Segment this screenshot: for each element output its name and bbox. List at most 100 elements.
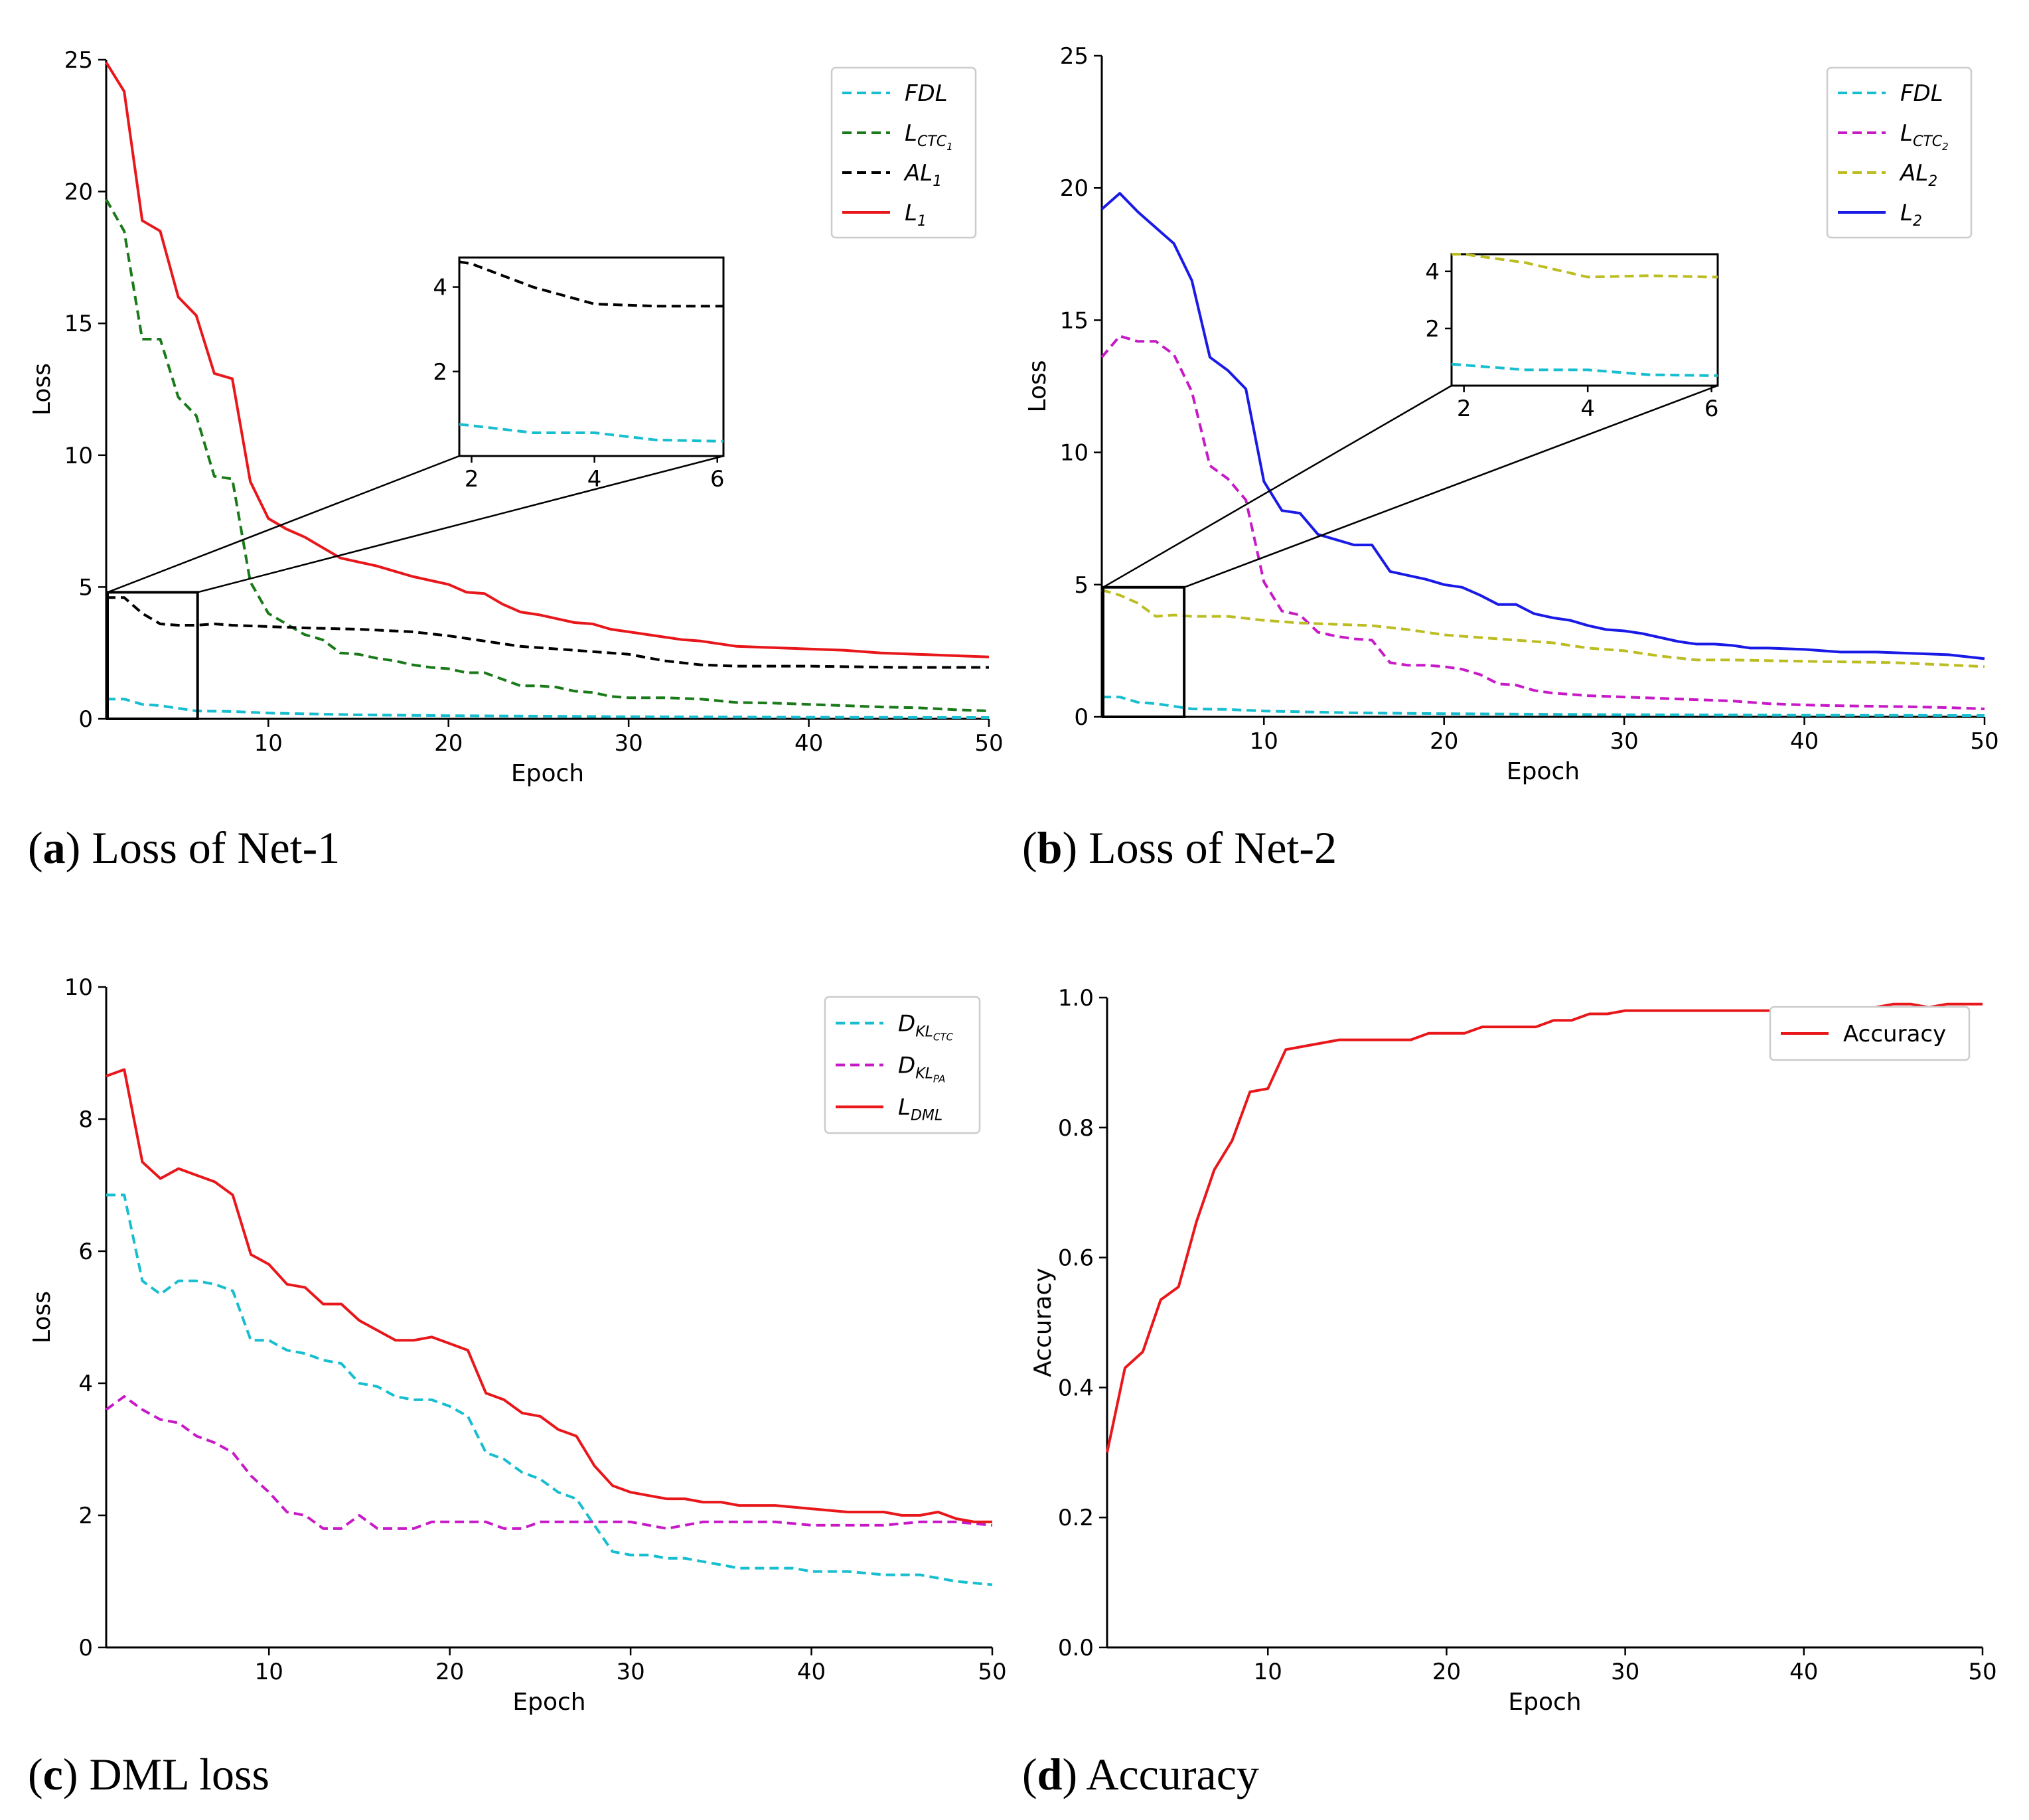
- caption-d: (d) Accuracy: [1022, 1749, 1259, 1799]
- series-line-l-ctc1: [105, 198, 990, 713]
- zoom-connector: [107, 455, 460, 593]
- series-line-fdl: [106, 698, 990, 719]
- panel-d-accuracy: 0.0 0.2 0.4 0.6 0.8 1.0 10 20 30 40 50 Epoch Accurac…: [1029, 985, 1997, 1716]
- y-tick-label: 10: [64, 443, 93, 469]
- legend-box: [1826, 66, 1973, 239]
- y-tick-label: 10: [64, 974, 93, 1001]
- legend-box: [830, 66, 977, 239]
- y-tick-label: 20: [64, 179, 93, 206]
- zoom-connector: [197, 455, 724, 593]
- x-tick-label: 30: [615, 730, 643, 757]
- legend: FDL LCTC2 AL2 L2: [1826, 66, 1973, 239]
- inset-x-tick-label: 6: [1704, 396, 1719, 422]
- y-axis-label: Loss: [29, 363, 56, 416]
- y-tick-label: 8: [78, 1106, 93, 1133]
- x-axis-label: Epoch: [1508, 1689, 1581, 1716]
- series-line-l-dml: [106, 1068, 992, 1523]
- inset-y-tick-label: 2: [433, 359, 447, 386]
- x-axis-label: Epoch: [1507, 758, 1580, 785]
- inset-x-tick-label: 2: [1457, 396, 1471, 422]
- y-tick-label: 20: [1060, 175, 1089, 202]
- x-tick-label: 10: [1254, 1659, 1282, 1685]
- legend-label: AL2: [1899, 160, 1937, 190]
- x-tick-label: 20: [434, 730, 463, 757]
- series-line-accuracy: [1106, 1002, 1983, 1453]
- legend-label: L2: [1900, 200, 1922, 230]
- y-tick-label: 0: [1074, 704, 1089, 731]
- x-tick-label: 10: [254, 730, 283, 757]
- y-tick-label: 0.2: [1058, 1505, 1094, 1531]
- inset-x-tick-label: 6: [710, 466, 725, 493]
- series-line-al-2: [1101, 588, 1985, 668]
- y-tick-label: 25: [1060, 43, 1089, 70]
- series-line-l-2: [1100, 192, 1985, 660]
- series-line-l-1: [105, 61, 990, 658]
- inset-x-tick-label: 2: [465, 466, 479, 493]
- series-line-d-kl-pa: [105, 1395, 993, 1530]
- panel-b-loss-net2: 0 5 10 15 20 25 10 20 30 40 50 Epoch Loss 2 4 6 2 4 FDL LCT…: [1024, 43, 1999, 785]
- x-tick-label: 30: [616, 1659, 644, 1685]
- zoom-connector: [1183, 384, 1718, 588]
- y-tick-label: 0.4: [1058, 1375, 1094, 1401]
- legend-label: AL1: [903, 160, 942, 190]
- inset-series-al-1: [459, 260, 723, 308]
- x-tick-label: 40: [794, 730, 823, 757]
- x-tick-label: 30: [1610, 728, 1639, 755]
- series-line-l-ctc2: [1100, 335, 1985, 710]
- legend-box: [824, 996, 981, 1134]
- x-tick-label: 50: [1970, 728, 1998, 755]
- y-tick-label: 10: [1060, 440, 1089, 467]
- y-tick-label: 0: [78, 706, 93, 733]
- y-tick-label: 6: [78, 1239, 93, 1265]
- x-axis-label: Epoch: [511, 760, 584, 787]
- y-tick-label: 4: [78, 1371, 93, 1397]
- legend: Accuracy: [1769, 1006, 1971, 1061]
- x-axis-label: Epoch: [512, 1689, 585, 1716]
- legend: FDL LCTC1 AL1 L1: [830, 66, 977, 239]
- inset-series-fdl: [459, 423, 723, 443]
- legend: DKLCTC DKLPA LDML: [824, 996, 981, 1134]
- legend-label: LCTC2: [1900, 120, 1949, 153]
- y-tick-label: 5: [1074, 572, 1089, 599]
- legend-label: LDML: [898, 1095, 942, 1124]
- zoom-source-box: [106, 591, 199, 720]
- legend-label: FDL: [1900, 80, 1943, 107]
- inset-zoom: 2 4 6 2 4: [433, 256, 725, 493]
- y-axis-label: Loss: [1024, 360, 1051, 413]
- legend-label: FDL: [905, 80, 948, 107]
- zoom-source-box: [1102, 585, 1186, 718]
- y-axis-label: Accuracy: [1029, 1268, 1057, 1377]
- y-tick-label: 25: [64, 47, 93, 74]
- series-line-fdl: [1102, 696, 1985, 717]
- inset-y-tick-label: 4: [433, 275, 447, 301]
- y-tick-label: 0.6: [1058, 1245, 1094, 1272]
- legend-label: L1: [905, 200, 927, 230]
- y-tick-label: 2: [78, 1503, 93, 1529]
- x-tick-label: 50: [974, 730, 1003, 757]
- inset-y-tick-label: 2: [1425, 316, 1440, 342]
- y-tick-label: 15: [1060, 307, 1089, 334]
- caption-b: (b) Loss of Net-2: [1022, 822, 1337, 873]
- x-tick-label: 40: [1789, 1659, 1818, 1685]
- inset-x-tick-label: 4: [1580, 396, 1595, 422]
- y-tick-label: 5: [78, 574, 93, 601]
- y-tick-label: 0: [78, 1635, 93, 1661]
- panel-a-loss-net1: 0 5 10 15 20 25 10 20 30 40 50 Epoch Loss 2 4 6 2 4 FDL LCT…: [29, 47, 1004, 787]
- inset-series-fdl: [1451, 362, 1718, 377]
- legend-label: Accuracy: [1843, 1021, 1946, 1047]
- x-tick-label: 40: [1790, 728, 1819, 755]
- inset-y-tick-label: 4: [1425, 259, 1440, 285]
- legend-label: DKLCTC: [898, 1011, 954, 1043]
- y-tick-label: 0.0: [1058, 1635, 1094, 1661]
- x-tick-label: 10: [255, 1659, 283, 1685]
- inset-frame: [458, 256, 725, 457]
- x-tick-label: 20: [435, 1659, 464, 1685]
- inset-x-tick-label: 4: [587, 466, 602, 493]
- x-tick-label: 50: [1968, 1659, 1996, 1685]
- y-tick-label: 1.0: [1058, 985, 1094, 1012]
- caption-c: (c) DML loss: [28, 1749, 269, 1799]
- x-tick-label: 40: [797, 1659, 826, 1685]
- x-tick-label: 20: [1432, 1659, 1461, 1685]
- y-axis-label: Loss: [29, 1291, 56, 1343]
